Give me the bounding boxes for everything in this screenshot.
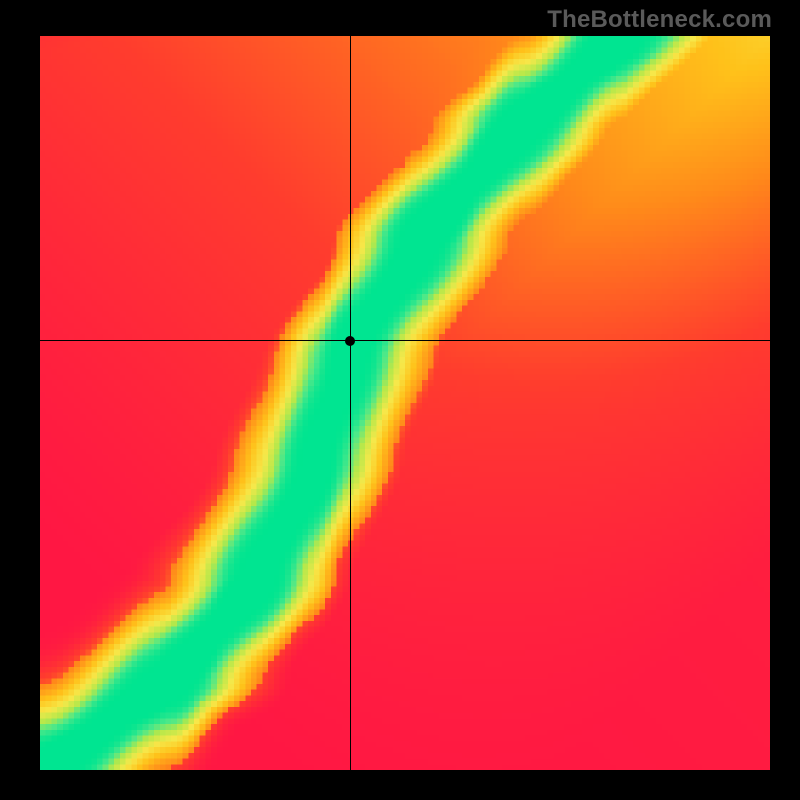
crosshair-vertical [350,36,351,770]
watermark-text: TheBottleneck.com [547,6,772,34]
crosshair-marker [345,336,355,346]
crosshair-horizontal [40,340,770,341]
bottleneck-heatmap [40,36,770,770]
